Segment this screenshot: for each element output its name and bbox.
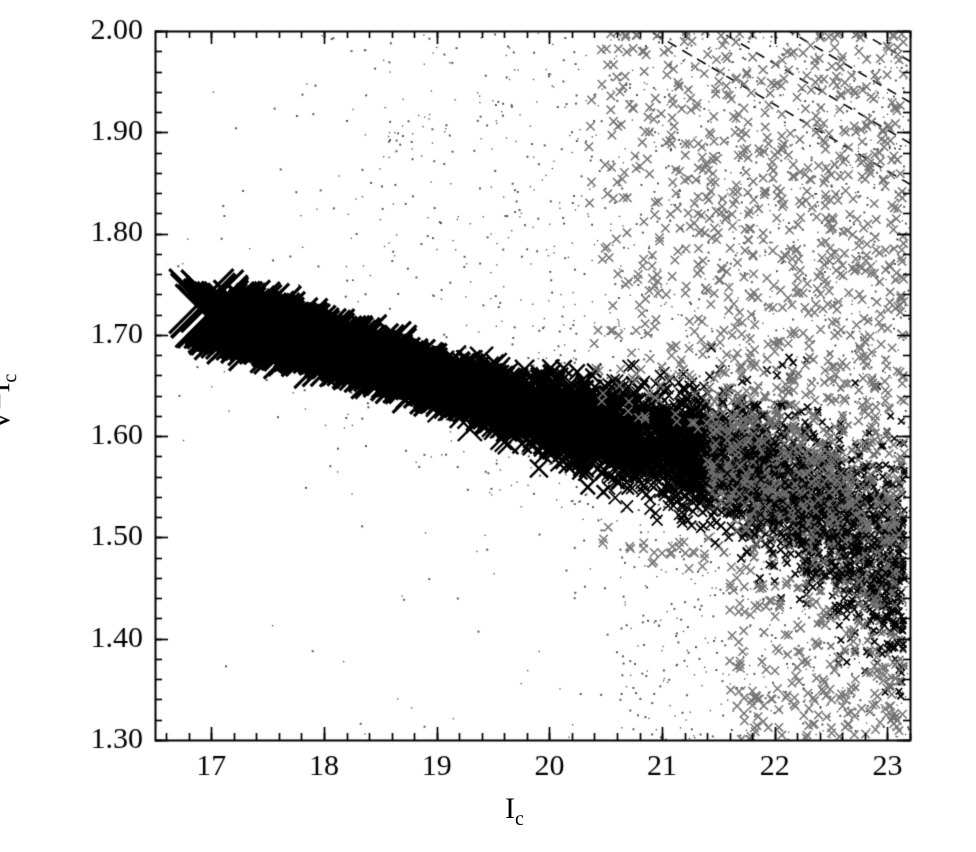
x-axis-title-subscript: c bbox=[515, 808, 524, 830]
x-axis-title: Ic bbox=[505, 792, 524, 831]
x-axis-title-main: I bbox=[505, 792, 515, 825]
y-axis-title-subscript: c bbox=[0, 373, 22, 383]
y-axis-title-main: V−I bbox=[0, 382, 17, 432]
y-axis-title: V−Ic bbox=[0, 374, 22, 431]
